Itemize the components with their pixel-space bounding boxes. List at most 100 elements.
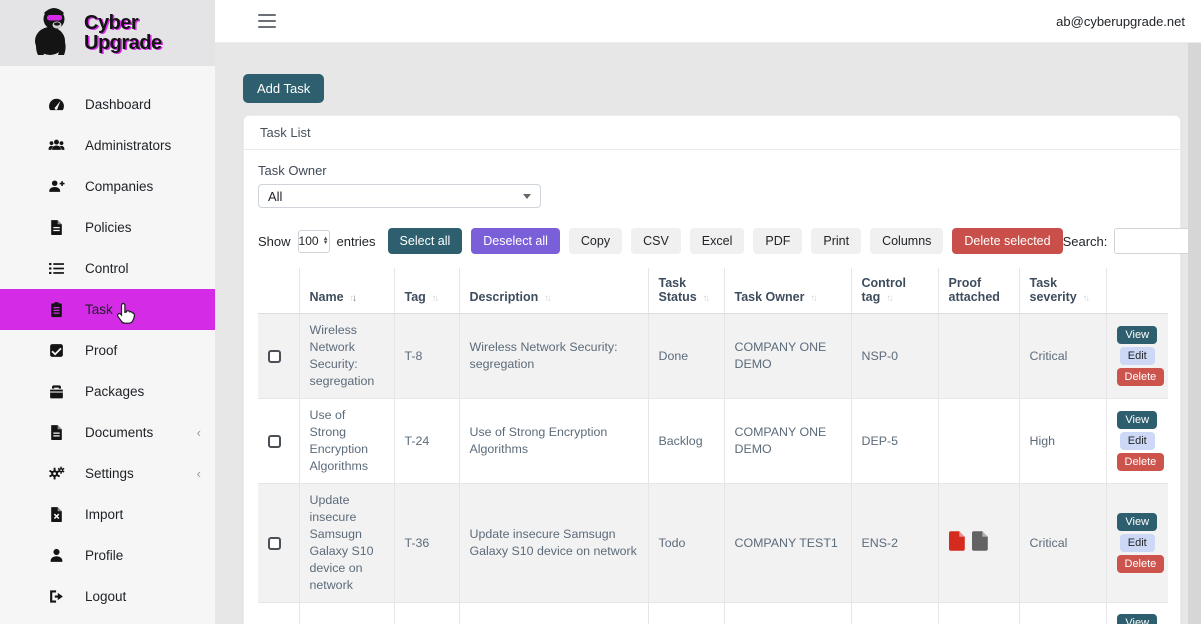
copy-button[interactable]: Copy [569, 228, 622, 254]
file-icon-red[interactable] [949, 531, 966, 556]
column-header-tag[interactable]: Tag ↑↓ [394, 268, 459, 314]
task-description-cell [459, 603, 648, 624]
sidebar-item-label: Task [85, 302, 113, 317]
task-owner-value: All [268, 189, 282, 204]
proof-attached-cell [938, 399, 1019, 484]
task-status-cell: Done [648, 314, 724, 399]
sidebar-item-label: Documents [85, 425, 153, 440]
sidebar-item-documents[interactable]: Documents‹ [0, 412, 215, 453]
sidebar-item-control[interactable]: Control [0, 248, 215, 289]
sidebar-item-label: Administrators [85, 138, 171, 153]
task-name-cell [299, 603, 394, 624]
column-header-label: Tag [405, 290, 426, 304]
sidebar-item-logout[interactable]: Logout [0, 576, 215, 617]
edit-row-button[interactable]: Edit [1120, 432, 1155, 450]
task-table: Name↑↓Tag↑↓Description↑↓Task Status↑↓Tas… [258, 268, 1168, 624]
sidebar-item-settings[interactable]: Settings‹ [0, 453, 215, 494]
page-length-value: 100 [299, 234, 319, 248]
task-status-cell [648, 603, 724, 624]
delete-row-button[interactable]: Delete [1117, 453, 1165, 471]
gorilla-logo-icon [30, 5, 74, 62]
sidebar-item-task[interactable]: Task [0, 289, 215, 330]
sidebar-item-administrators[interactable]: Administrators [0, 125, 215, 166]
deselect-all-button[interactable]: Deselect all [471, 228, 560, 254]
vertical-scrollbar[interactable] [1188, 43, 1201, 624]
task-tag-cell: T-8 [394, 314, 459, 399]
excel-button[interactable]: Excel [690, 228, 745, 254]
user-email[interactable]: ab@cyberupgrade.net [1056, 14, 1185, 29]
hamburger-icon[interactable] [258, 14, 276, 28]
task-severity-cell: High [1019, 399, 1106, 484]
task-owner-label: Task Owner [258, 163, 1166, 178]
view-row-button[interactable]: View [1117, 513, 1157, 531]
row-actions-cell: View Edit Delete [1106, 484, 1168, 603]
import-icon [48, 506, 65, 523]
view-row-button[interactable]: View [1117, 411, 1157, 429]
task-owner-cell [724, 603, 851, 624]
show-label: Show [258, 234, 291, 249]
table-row: ViewEditDelete [258, 603, 1168, 624]
sort-arrows-icon: ↑↓ [432, 293, 438, 304]
packages-icon [48, 383, 65, 400]
row-select-cell [258, 484, 299, 603]
control-tag-cell: DEP-5 [851, 399, 938, 484]
add-task-button[interactable]: Add Task [243, 74, 324, 103]
file-icon-gray[interactable] [972, 531, 989, 556]
view-row-button[interactable]: View [1117, 614, 1157, 624]
column-header-label: Proof attached [949, 276, 1000, 304]
column-header-control-tag[interactable]: Control tag↑↓ [851, 268, 938, 314]
delete-row-button[interactable]: Delete [1117, 368, 1165, 386]
edit-row-button[interactable]: Edit [1120, 534, 1155, 552]
column-header-proof-attached: Proof attached [938, 268, 1019, 314]
task-owner-select[interactable]: All [258, 184, 541, 208]
control-tag-cell: ENS-2 [851, 484, 938, 603]
proof-icon [48, 342, 65, 359]
column-header-task-owner[interactable]: Task Owner↑↓ [724, 268, 851, 314]
sidebar-item-dashboard[interactable]: Dashboard [0, 84, 215, 125]
sidebar-item-companies[interactable]: Companies [0, 166, 215, 207]
column-header-description[interactable]: Description↑↓ [459, 268, 648, 314]
edit-row-button[interactable]: Edit [1120, 347, 1155, 365]
sidebar-item-label: Packages [85, 384, 144, 399]
sidebar-item-policies[interactable]: Policies [0, 207, 215, 248]
spinner-arrows-icon: ▲▼ [323, 237, 329, 245]
proof-attached-cell [938, 314, 1019, 399]
task-icon [48, 301, 65, 318]
pdf-button[interactable]: PDF [753, 228, 802, 254]
sidebar-item-profile[interactable]: Profile [0, 535, 215, 576]
column-header-task-severity[interactable]: Task severity↑↓ [1019, 268, 1106, 314]
csv-button[interactable]: CSV [631, 228, 681, 254]
task-status-cell: Backlog [648, 399, 724, 484]
select-all-button[interactable]: Select all [388, 228, 463, 254]
companies-icon [48, 178, 65, 195]
task-owner-cell: COMPANY ONE DEMO [724, 399, 851, 484]
task-list-card: Task List Task Owner All Show 100 ▲▼ ent… [243, 115, 1181, 624]
view-row-button[interactable]: View [1117, 326, 1157, 344]
column-header-label: Task Status [659, 276, 697, 304]
page-length-select[interactable]: 100 ▲▼ [298, 230, 330, 253]
delete-row-button[interactable]: Delete [1117, 555, 1165, 573]
main-content: Add Task Task List Task Owner All Show 1… [215, 43, 1201, 624]
task-name-cell: Update insecure Samsugn Galaxy S10 devic… [299, 484, 394, 603]
columns-button[interactable]: Columns [870, 228, 943, 254]
delete-selected-button[interactable]: Delete selected [952, 228, 1062, 254]
profile-icon [48, 547, 65, 564]
sidebar-item-label: Proof [85, 343, 117, 358]
task-severity-cell: Critical [1019, 484, 1106, 603]
row-checkbox[interactable] [268, 350, 281, 363]
column-header-task-status[interactable]: Task Status↑↓ [648, 268, 724, 314]
row-checkbox[interactable] [268, 435, 281, 448]
row-select-cell [258, 314, 299, 399]
sidebar-nav: Dashboard Administrators CompaniesPolicies… [0, 66, 215, 617]
sidebar-item-packages[interactable]: Packages [0, 371, 215, 412]
column-header-label: Task Owner [735, 290, 805, 304]
sort-arrows-icon: ↑↓ [350, 293, 356, 304]
chevron-left-icon: ‹ [197, 466, 201, 481]
print-button[interactable]: Print [811, 228, 861, 254]
column-header-name[interactable]: Name↑↓ [299, 268, 394, 314]
sidebar-item-proof[interactable]: Proof [0, 330, 215, 371]
proof-attached-cell [938, 484, 1019, 603]
task-tag-cell: T-24 [394, 399, 459, 484]
sidebar-item-import[interactable]: Import [0, 494, 215, 535]
row-checkbox[interactable] [268, 537, 281, 550]
